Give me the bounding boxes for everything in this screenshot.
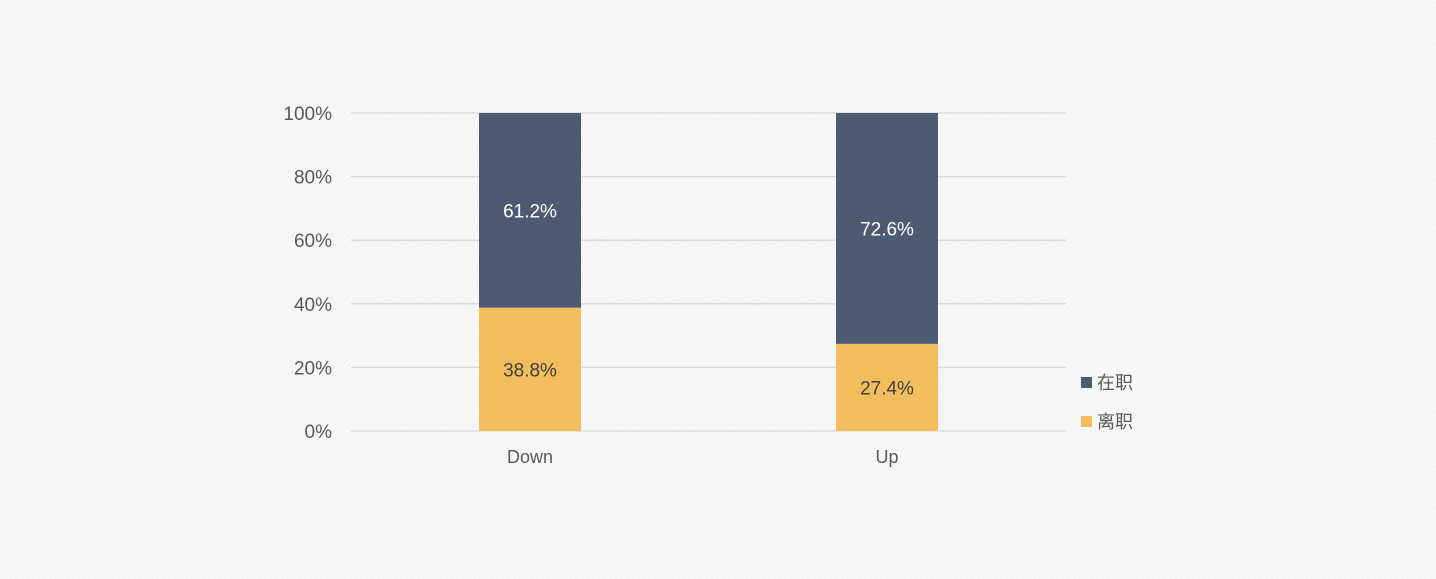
y-tick-label: 40%	[294, 295, 332, 316]
gridlines	[351, 112, 1066, 432]
data-labels: 38.8% 61.2% 27.4% 72.6%	[503, 201, 914, 399]
y-axis-tick-labels: 0% 20% 40% 60% 80% 100%	[283, 104, 332, 443]
data-label: 27.4%	[860, 378, 914, 399]
bars	[479, 113, 938, 431]
legend-label: 离职	[1097, 412, 1133, 433]
legend-swatch	[1081, 416, 1092, 427]
legend-label: 在职	[1097, 373, 1133, 394]
bar-segment	[479, 307, 581, 431]
x-category-label: Up	[875, 447, 898, 467]
x-category-label: Down	[507, 447, 553, 467]
data-label: 38.8%	[503, 360, 557, 381]
bar-segment	[479, 113, 581, 308]
bar-segment	[836, 343, 938, 431]
y-tick-label: 60%	[294, 231, 332, 252]
bar-segment	[836, 113, 938, 344]
y-tick-label: 80%	[294, 168, 332, 189]
y-tick-label: 20%	[294, 358, 332, 379]
data-label: 72.6%	[860, 219, 914, 240]
data-label: 61.2%	[503, 201, 557, 222]
x-axis-category-labels: Down Up	[507, 447, 899, 467]
legend-swatch	[1081, 377, 1092, 388]
y-tick-label: 100%	[283, 104, 332, 125]
y-tick-label: 0%	[305, 422, 333, 443]
